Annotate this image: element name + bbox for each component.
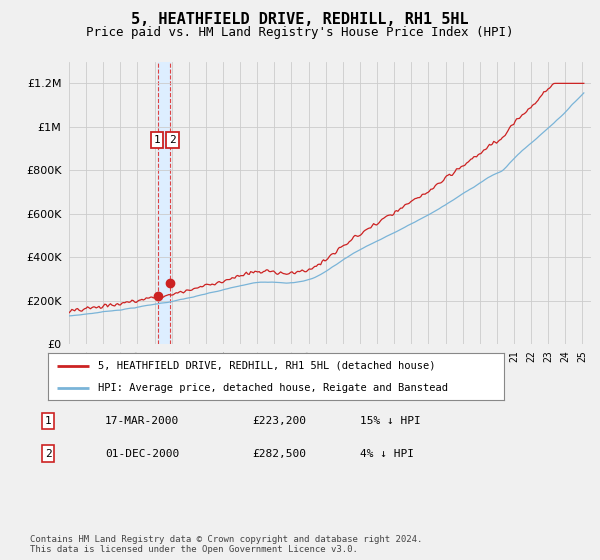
Text: 4% ↓ HPI: 4% ↓ HPI — [360, 449, 414, 459]
Text: 5, HEATHFIELD DRIVE, REDHILL, RH1 5HL: 5, HEATHFIELD DRIVE, REDHILL, RH1 5HL — [131, 12, 469, 27]
Text: Contains HM Land Registry data © Crown copyright and database right 2024.
This d: Contains HM Land Registry data © Crown c… — [30, 535, 422, 554]
Text: £282,500: £282,500 — [252, 449, 306, 459]
Text: 5, HEATHFIELD DRIVE, REDHILL, RH1 5HL (detached house): 5, HEATHFIELD DRIVE, REDHILL, RH1 5HL (d… — [98, 361, 436, 371]
Text: 2: 2 — [44, 449, 52, 459]
Text: HPI: Average price, detached house, Reigate and Banstead: HPI: Average price, detached house, Reig… — [98, 382, 448, 393]
Text: Price paid vs. HM Land Registry's House Price Index (HPI): Price paid vs. HM Land Registry's House … — [86, 26, 514, 39]
Text: 1: 1 — [154, 135, 161, 145]
Bar — [158, 62, 170, 344]
Text: 1: 1 — [44, 416, 52, 426]
Text: 17-MAR-2000: 17-MAR-2000 — [105, 416, 179, 426]
Text: 2: 2 — [169, 135, 176, 145]
Text: 01-DEC-2000: 01-DEC-2000 — [105, 449, 179, 459]
Text: 15% ↓ HPI: 15% ↓ HPI — [360, 416, 421, 426]
Text: £223,200: £223,200 — [252, 416, 306, 426]
